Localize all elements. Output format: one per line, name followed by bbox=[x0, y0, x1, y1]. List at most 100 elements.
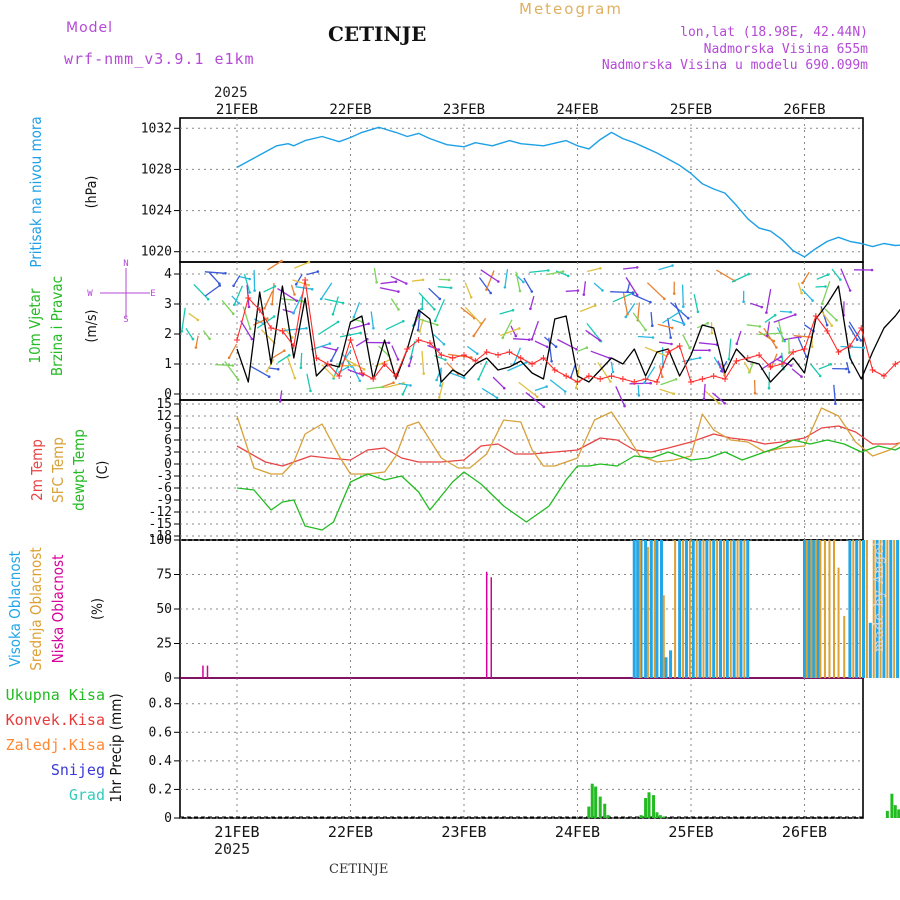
wind-arrow bbox=[681, 284, 684, 307]
bottom-year: 2025 bbox=[214, 840, 251, 858]
cloud-low-title: Niska Oblacnost bbox=[49, 555, 67, 664]
wind-arrow bbox=[529, 269, 549, 274]
wind-arrow bbox=[324, 298, 344, 304]
wind-gust-marker bbox=[381, 361, 388, 367]
wind-arrow-head bbox=[747, 272, 750, 276]
wind-arrow-head bbox=[336, 320, 340, 324]
precip-axis-title: 1hr Precip (mm) bbox=[107, 693, 125, 802]
wind-arrow-head bbox=[679, 309, 682, 313]
x-tick-label-top: 22FEB bbox=[329, 102, 371, 118]
wind-arrow-head bbox=[742, 300, 745, 304]
wind-arrow bbox=[306, 270, 318, 276]
wind-arrow bbox=[659, 341, 672, 345]
wind-arrow bbox=[292, 291, 305, 314]
precip-bar bbox=[598, 796, 602, 818]
wind-arrow bbox=[615, 386, 626, 407]
wind-arrow-head bbox=[545, 345, 549, 349]
wind-arrow bbox=[593, 282, 603, 291]
wind-arrow bbox=[662, 310, 682, 324]
wind-arrow bbox=[263, 285, 276, 293]
wind-arrow-head bbox=[696, 310, 700, 314]
wind-arrow-head bbox=[706, 321, 709, 325]
wind-arrow-head bbox=[232, 284, 235, 288]
wind-arrow-head bbox=[780, 331, 783, 335]
wind-arrow-head bbox=[266, 317, 269, 320]
wind-arrow-head bbox=[236, 378, 240, 381]
wind-arrow bbox=[802, 271, 810, 284]
wind-arrow bbox=[233, 275, 241, 287]
wind-arrow bbox=[231, 295, 240, 304]
wind-arrow-head bbox=[307, 260, 311, 264]
y-tick-label: -3 bbox=[156, 469, 172, 484]
wind-arrow-head bbox=[208, 337, 211, 341]
wind-arrow-head bbox=[810, 345, 814, 349]
wind-arrow bbox=[390, 298, 400, 310]
wind-arrow-head bbox=[824, 285, 827, 288]
wind-arrow-head bbox=[530, 290, 534, 293]
precip-legend-item: Zaledj.Kisa bbox=[6, 736, 105, 754]
wind-arrow-head bbox=[561, 270, 565, 273]
wind-arrow bbox=[534, 385, 547, 392]
wind-arrow-head bbox=[253, 289, 256, 292]
wind-arrow bbox=[801, 288, 814, 302]
cloud-high-title: Visoka Oblacnost bbox=[6, 551, 24, 667]
wind-arrow bbox=[195, 335, 199, 348]
wind-arrow bbox=[610, 291, 633, 294]
wind-arrow-head bbox=[247, 305, 251, 309]
wind-arrow bbox=[332, 360, 341, 379]
wind-arrow-head bbox=[576, 289, 580, 292]
wind-arrow-head bbox=[477, 378, 480, 381]
wind-arrow-head bbox=[674, 378, 678, 381]
wind-arrow-head bbox=[781, 339, 785, 343]
wind-arrow bbox=[750, 302, 763, 308]
wind-arrow-head bbox=[545, 385, 548, 388]
wind-arrow-head bbox=[708, 349, 711, 352]
wind-arrow bbox=[557, 338, 577, 350]
wind-arrow-head bbox=[765, 334, 769, 338]
wind-axis-title-1: 10m Vjetar bbox=[26, 288, 44, 363]
wind-unit: (m/s) bbox=[84, 310, 100, 343]
wind-arrow bbox=[586, 267, 601, 273]
wind-arrow bbox=[515, 271, 521, 292]
wind-arrow bbox=[682, 334, 691, 349]
wind-arrow-head bbox=[319, 297, 323, 301]
wind-arrow bbox=[548, 337, 553, 362]
wind-gust-marker bbox=[710, 373, 717, 379]
wind-arrow bbox=[819, 309, 833, 327]
precip-bar bbox=[885, 810, 889, 818]
wind-arrow-head bbox=[231, 312, 235, 316]
precip-bar bbox=[644, 798, 648, 818]
wind-arrow bbox=[629, 382, 651, 385]
wind-arrow-head bbox=[651, 336, 655, 339]
wind-arrow-head bbox=[405, 282, 408, 285]
wind-arrow bbox=[682, 357, 701, 363]
wind-arrow-head bbox=[789, 364, 793, 367]
wind-gust-marker bbox=[642, 376, 649, 382]
wind-arrow bbox=[332, 296, 339, 315]
wind-arrow bbox=[427, 344, 440, 351]
wind-arrow-head bbox=[420, 307, 424, 311]
wind-arrow-head bbox=[789, 310, 792, 314]
wind-arrow bbox=[481, 387, 498, 399]
wind-arrow bbox=[290, 284, 296, 295]
wind-arrow bbox=[585, 329, 601, 341]
wind-arrow bbox=[256, 315, 275, 329]
wind-arrow bbox=[698, 342, 717, 346]
wind-arrow-head bbox=[233, 303, 236, 307]
x-tick-label-top: 23FEB bbox=[443, 102, 485, 118]
wind-arrow-head bbox=[191, 337, 195, 341]
wind-arrow-head bbox=[392, 381, 395, 385]
wind-arrow bbox=[643, 366, 656, 384]
wind-arrow-head bbox=[358, 379, 362, 383]
wind-arrow bbox=[833, 384, 837, 404]
wind-arrow-head bbox=[367, 322, 370, 326]
wind-arrow-head bbox=[224, 272, 227, 275]
y-tick-label: 0.4 bbox=[149, 754, 173, 769]
y-tick-label: 9 bbox=[164, 421, 172, 436]
wind-gust-marker bbox=[801, 346, 808, 352]
wind-arrow-head bbox=[270, 302, 274, 306]
wind-arrow-head bbox=[332, 375, 336, 379]
wind-arrow-head bbox=[329, 359, 333, 363]
wind-arrow-head bbox=[503, 386, 506, 390]
